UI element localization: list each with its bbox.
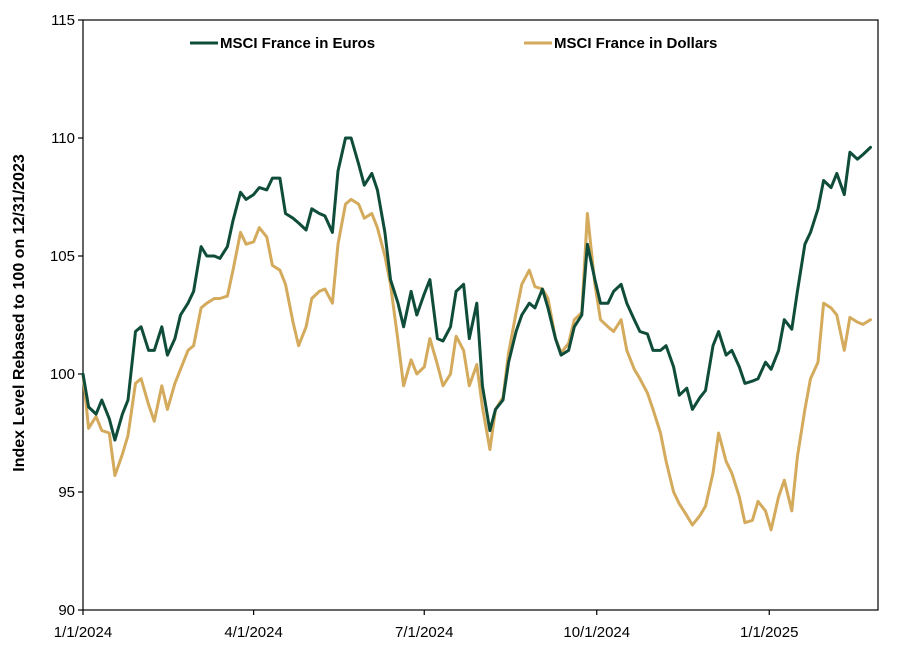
legend-label-dollars: MSCI France in Dollars [554, 35, 717, 52]
plot-border [82, 19, 879, 611]
x-tick-label: 1/1/2024 [54, 624, 112, 641]
x-tick-label: 10/1/2024 [563, 624, 630, 641]
y-tick-label: 105 [50, 248, 75, 265]
y-axis: 90 95 100 105 110 115 [50, 12, 83, 619]
series-layer [81, 136, 872, 532]
legend-label-euros: MSCI France in Euros [220, 35, 375, 52]
x-tick-label: 1/1/2025 [740, 624, 798, 641]
series-line-euros [81, 136, 872, 442]
y-tick-label: 95 [58, 484, 75, 501]
y-axis-title: Index Level Rebased to 100 on 12/31/2023 [11, 154, 28, 472]
plot-frame [82, 19, 879, 611]
x-tick-label: 7/1/2024 [395, 624, 453, 641]
y-tick-label: 100 [50, 366, 75, 383]
series-line-dollars [81, 197, 872, 532]
y-tick-label: 110 [51, 130, 75, 147]
x-axis: 1/1/2024 4/1/2024 7/1/2024 10/1/2024 1/1/202… [54, 610, 798, 641]
legend: MSCI France in Euros MSCI France in Doll… [190, 35, 717, 52]
y-tick-label: 90 [58, 602, 75, 619]
x-tick-label: 4/1/2024 [224, 624, 282, 641]
y-tick-label: 115 [51, 12, 75, 29]
